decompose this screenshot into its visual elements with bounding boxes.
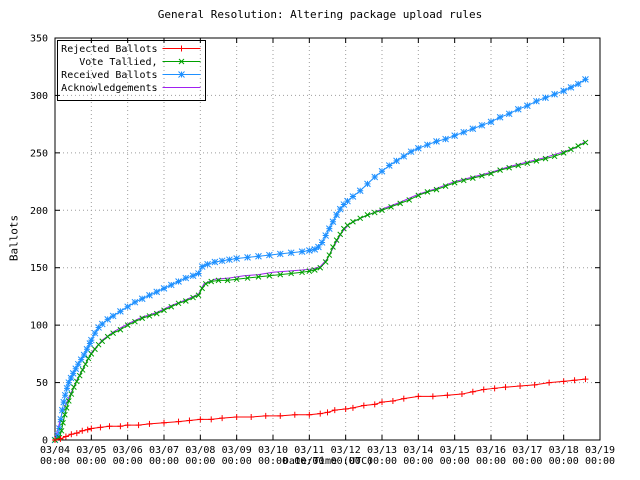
- x-tick-time-label: 00:00: [149, 456, 179, 467]
- x-tick-date-label: 03/12: [331, 445, 361, 456]
- x-tick-date-label: 03/06: [113, 445, 143, 456]
- legend-label: Acknowledgements: [61, 83, 157, 94]
- x-tick-time-label: 00:00: [222, 456, 252, 467]
- x-tick-time-label: 00:00: [258, 456, 288, 467]
- x-tick-time-label: 00:00: [331, 456, 361, 467]
- series-rejected-ballots: [52, 376, 589, 443]
- x-tick-date-label: 03/07: [149, 445, 179, 456]
- x-tick-date-label: 03/17: [512, 445, 542, 456]
- series-markers: [52, 376, 589, 443]
- y-tick-label: 250: [30, 148, 48, 159]
- series-line: [54, 142, 586, 441]
- y-axis-label: Ballots: [7, 214, 21, 262]
- series-markers: [52, 139, 589, 443]
- x-tick-date-label: 03/04: [40, 445, 70, 456]
- legend-sample-marker: [178, 58, 185, 65]
- y-tick-label: 150: [30, 263, 48, 274]
- x-tick-date-label: 03/11: [294, 445, 324, 456]
- legend-sample-marker: [178, 71, 185, 78]
- x-tick-time-label: 00:00: [76, 456, 106, 467]
- legend-item: Vote Tallied,: [79, 57, 201, 68]
- chart-title: General Resolution: Altering package upl…: [157, 8, 483, 21]
- legend: Rejected Ballots Vote Tallied, Received Ba…: [57, 40, 206, 101]
- series-received-ballots: [51, 75, 589, 444]
- x-tick-time-label: 00:00: [367, 456, 397, 467]
- x-tick-time-label: 00:00: [185, 456, 215, 467]
- x-tick-date-label: 03/15: [440, 445, 470, 456]
- x-tick-time-label: 00:00: [549, 456, 579, 467]
- x-tick-date-label: 03/10: [258, 445, 288, 456]
- tick-labels: 05010015020025030035003/0400:0003/0500:0…: [30, 34, 615, 468]
- series-markers: [51, 75, 589, 444]
- x-axis-label: Date/Time (UTC): [282, 456, 374, 467]
- x-tick-date-label: 03/13: [367, 445, 397, 456]
- x-tick-time-label: 00:00: [512, 456, 542, 467]
- x-tick-date-label: 03/19: [585, 445, 615, 456]
- y-tick-label: 300: [30, 91, 48, 102]
- series-vote-tallied: [52, 139, 589, 443]
- legend-label: Received Ballots: [61, 70, 157, 81]
- x-tick-date-label: 03/08: [185, 445, 215, 456]
- y-tick-label: 0: [42, 436, 48, 447]
- x-tick-date-label: 03/09: [222, 445, 252, 456]
- x-tick-date-label: 03/16: [476, 445, 506, 456]
- tick-marks: [54, 37, 601, 441]
- x-tick-time-label: 00:00: [585, 456, 615, 467]
- legend-item: Rejected Ballots: [61, 44, 201, 55]
- x-tick-time-label: 00:00: [294, 456, 324, 467]
- x-tick-time-label: 00:00: [403, 456, 433, 467]
- legend-sample-marker: [178, 45, 185, 52]
- x-tick-date-label: 03/05: [76, 445, 106, 456]
- series-acknowledgements: [54, 140, 586, 441]
- x-tick-time-label: 00:00: [476, 456, 506, 467]
- legend-item: Acknowledgements: [61, 83, 201, 94]
- y-tick-label: 50: [36, 378, 48, 389]
- y-tick-label: 200: [30, 206, 48, 217]
- x-tick-time-label: 00:00: [440, 456, 470, 467]
- y-tick-label: 350: [30, 34, 48, 45]
- x-tick-time-label: 00:00: [40, 456, 70, 467]
- series-line: [54, 140, 586, 441]
- legend-item: Received Ballots: [61, 70, 201, 81]
- legend-box: [57, 40, 206, 101]
- x-tick-date-label: 03/18: [549, 445, 579, 456]
- legend-label: Vote Tallied,: [79, 57, 157, 68]
- legend-label: Rejected Ballots: [61, 44, 157, 55]
- x-tick-date-label: 03/14: [403, 445, 433, 456]
- plot-border: [54, 37, 601, 441]
- x-tick-time-label: 00:00: [113, 456, 143, 467]
- y-tick-label: 100: [30, 321, 48, 332]
